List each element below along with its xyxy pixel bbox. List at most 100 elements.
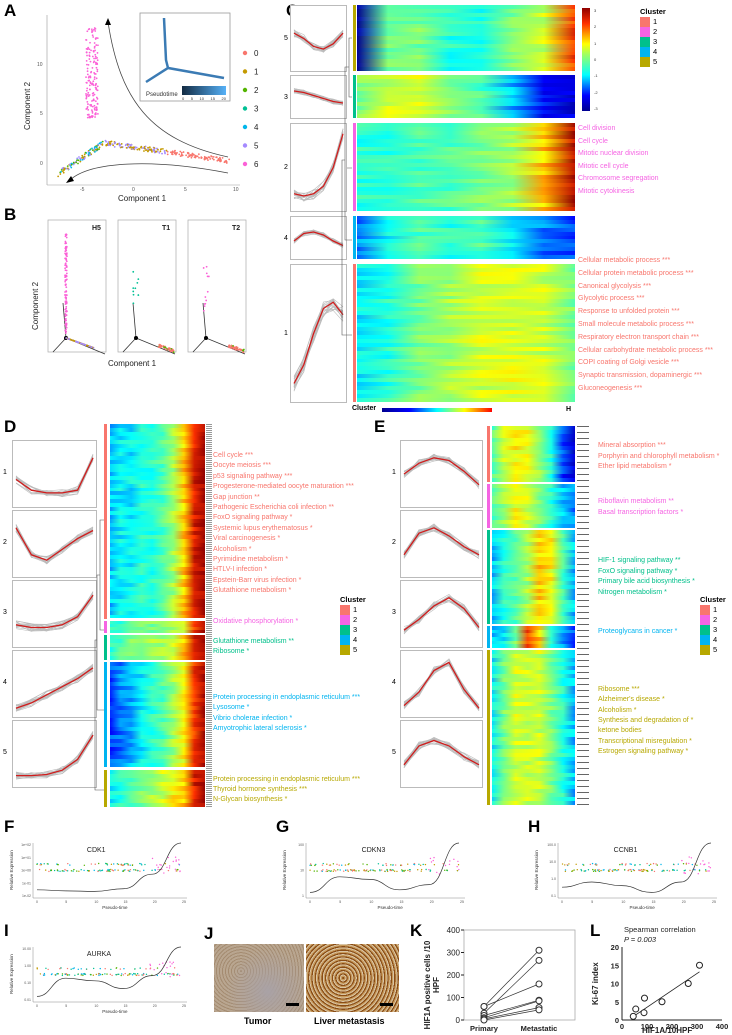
cell-point bbox=[128, 974, 130, 976]
cell-point bbox=[44, 869, 47, 871]
cell-point bbox=[234, 347, 237, 350]
cell-point bbox=[444, 869, 446, 872]
cell-point bbox=[97, 44, 99, 47]
enriched-term: Ribosome * bbox=[213, 648, 250, 655]
cell-point bbox=[676, 869, 678, 871]
cell-point bbox=[589, 863, 592, 866]
pair-line bbox=[483, 983, 540, 1007]
enriched-term: Amyotrophic lateral sclerosis * bbox=[213, 724, 307, 732]
enriched-term: Cell division bbox=[578, 125, 616, 132]
cell-point bbox=[165, 149, 168, 152]
cell-point bbox=[333, 869, 335, 871]
cell-point bbox=[139, 862, 141, 865]
cell-point bbox=[212, 158, 215, 161]
cell-point bbox=[384, 870, 386, 873]
cell-point bbox=[172, 961, 175, 964]
cell-point bbox=[132, 290, 135, 293]
j-label-tumor: Tumor bbox=[244, 1016, 272, 1026]
cell-point bbox=[176, 151, 178, 154]
y-tick: 15 bbox=[611, 961, 619, 970]
enriched-term: Ether lipid metabolism * bbox=[598, 463, 672, 471]
cell-point bbox=[571, 870, 573, 873]
cell-point bbox=[228, 158, 231, 161]
cell-point bbox=[627, 869, 629, 872]
cell-point bbox=[698, 870, 701, 872]
cell-point bbox=[178, 974, 181, 977]
cell-point bbox=[173, 974, 175, 976]
cell-point bbox=[122, 974, 125, 976]
enriched-term: Cell cycle bbox=[578, 137, 608, 145]
cell-point bbox=[80, 973, 83, 975]
legend-label: 4 bbox=[254, 123, 259, 132]
cluster-number: 4 bbox=[284, 234, 288, 242]
cell-point bbox=[616, 869, 618, 872]
cell-point bbox=[344, 864, 347, 866]
cell-point bbox=[96, 70, 99, 73]
cell-point bbox=[363, 869, 365, 872]
cluster-number: 5 bbox=[284, 35, 288, 42]
cell-point bbox=[182, 151, 185, 153]
cell-point bbox=[62, 870, 64, 872]
legend-swatch bbox=[700, 635, 710, 645]
cell-point bbox=[672, 863, 675, 866]
legend-label: 4 bbox=[713, 635, 718, 644]
cell-point bbox=[165, 971, 167, 974]
cell-point bbox=[65, 298, 68, 300]
cell-point bbox=[70, 870, 73, 872]
cell-point bbox=[584, 870, 586, 872]
cell-point bbox=[172, 860, 174, 863]
cell-point bbox=[129, 868, 132, 871]
cluster-number: 1 bbox=[3, 469, 7, 476]
enriched-term: Cellular metabolic process *** bbox=[578, 257, 671, 264]
y-tick: 1.0 bbox=[551, 877, 556, 881]
cell-point bbox=[313, 870, 315, 872]
cell-point bbox=[705, 870, 707, 872]
cluster-number: 1 bbox=[392, 469, 396, 476]
cell-point bbox=[642, 868, 645, 871]
trend-line bbox=[293, 90, 344, 104]
cell-point bbox=[88, 75, 90, 78]
cell-point bbox=[566, 864, 568, 866]
cell-point bbox=[66, 167, 69, 170]
cell-point bbox=[171, 153, 174, 156]
cell-point bbox=[156, 150, 159, 153]
cell-point bbox=[209, 158, 212, 160]
cell-point bbox=[688, 856, 690, 858]
cell-point bbox=[123, 968, 125, 970]
cell-point bbox=[98, 973, 100, 975]
cell-point bbox=[149, 967, 152, 969]
cell-point bbox=[87, 103, 89, 105]
cell-point bbox=[84, 343, 86, 346]
y-tick: 100 bbox=[447, 994, 461, 1003]
panel-b-plot: H5 T1 T2 Component 1 Component 2 bbox=[31, 219, 247, 368]
panel-label-j: J bbox=[204, 924, 214, 943]
cell-point bbox=[561, 863, 564, 865]
cell-point bbox=[96, 56, 98, 59]
category-label: Primary bbox=[470, 1024, 499, 1033]
cell-point bbox=[64, 332, 67, 335]
a-inset-tick: 15 bbox=[210, 96, 215, 101]
cell-point bbox=[91, 112, 94, 114]
legend-swatch bbox=[700, 625, 710, 635]
cell-point bbox=[98, 148, 100, 150]
cluster-sidebar bbox=[353, 123, 356, 211]
cell-point bbox=[639, 863, 641, 866]
cell-point bbox=[134, 973, 137, 975]
cell-point bbox=[39, 973, 42, 975]
j-tumor-image bbox=[214, 944, 304, 1012]
cell-point bbox=[65, 272, 68, 275]
cell-point bbox=[648, 864, 651, 867]
cell-point bbox=[91, 149, 94, 152]
cell-point bbox=[576, 869, 578, 871]
cell-point bbox=[91, 83, 93, 86]
cell-point bbox=[205, 265, 208, 268]
cell-point bbox=[205, 272, 208, 275]
cell-point bbox=[641, 870, 644, 872]
cell-point bbox=[206, 275, 209, 278]
a-xtick: 0 bbox=[132, 187, 135, 193]
enriched-term: Response to unfolded protein *** bbox=[578, 308, 680, 316]
scale-bar bbox=[286, 1003, 299, 1006]
cell-point bbox=[194, 155, 197, 157]
enriched-term: Vibrio cholerae infection * bbox=[213, 714, 293, 722]
cell-point bbox=[203, 305, 206, 308]
